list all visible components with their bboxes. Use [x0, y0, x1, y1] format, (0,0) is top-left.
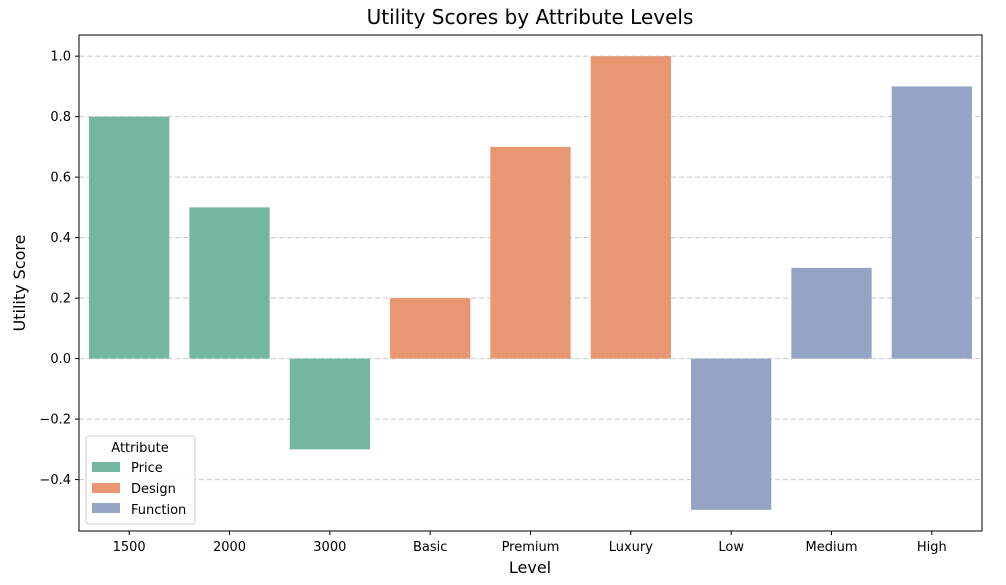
bar-basic [390, 298, 471, 359]
bar-luxury [590, 56, 671, 359]
x-axis-ticks: 1500 2000 3000 Basic Premium Luxury Low Medium H… [113, 531, 947, 555]
y-tick-label: 0.6 [50, 171, 71, 186]
legend-label-design: Design [131, 482, 176, 497]
x-tick-label: 1500 [113, 540, 146, 555]
legend-label-function: Function [131, 503, 186, 518]
y-axis-ticks: 1.0 0.8 0.6 0.4 0.2 0.0 −0.2 −0.4 [39, 50, 79, 488]
x-tick-label: 3000 [313, 540, 346, 555]
plot-frame [78, 34, 983, 532]
x-tick-label: 2000 [213, 540, 246, 555]
x-tick-label: High [917, 540, 947, 555]
y-tick-label: 1.0 [50, 50, 71, 65]
bar-low [691, 358, 772, 510]
bars [89, 56, 972, 510]
x-tick-label: Luxury [609, 540, 654, 555]
bar-3000 [289, 358, 370, 450]
legend: Attribute Price Design Function [85, 435, 196, 525]
y-tick-label: 0.4 [50, 231, 71, 246]
legend-box [85, 435, 196, 525]
y-tick-label: −0.2 [39, 413, 71, 428]
bar-1500 [89, 116, 170, 359]
x-tick-label: Medium [806, 540, 858, 555]
bar-high [891, 86, 972, 359]
bar-2000 [189, 207, 270, 359]
bar-medium [791, 267, 872, 359]
legend-swatch-function [92, 503, 120, 513]
y-tick-label: 0.0 [50, 352, 71, 367]
x-tick-label: Basic [413, 540, 447, 555]
y-tick-label: −0.4 [39, 473, 71, 488]
y-tick-label: 0.8 [50, 110, 71, 125]
legend-title: Attribute [111, 441, 168, 456]
y-axis-label: Utility Score [10, 235, 29, 332]
chart-title: Utility Scores by Attribute Levels [367, 5, 694, 29]
y-tick-label: 0.2 [50, 292, 71, 307]
legend-swatch-design [92, 483, 120, 493]
legend-label-price: Price [131, 461, 163, 476]
x-tick-label: Premium [502, 540, 560, 555]
legend-swatch-price [92, 462, 120, 472]
bar-premium [490, 146, 571, 359]
x-tick-label: Low [718, 540, 744, 555]
x-axis-label: Level [509, 558, 551, 577]
